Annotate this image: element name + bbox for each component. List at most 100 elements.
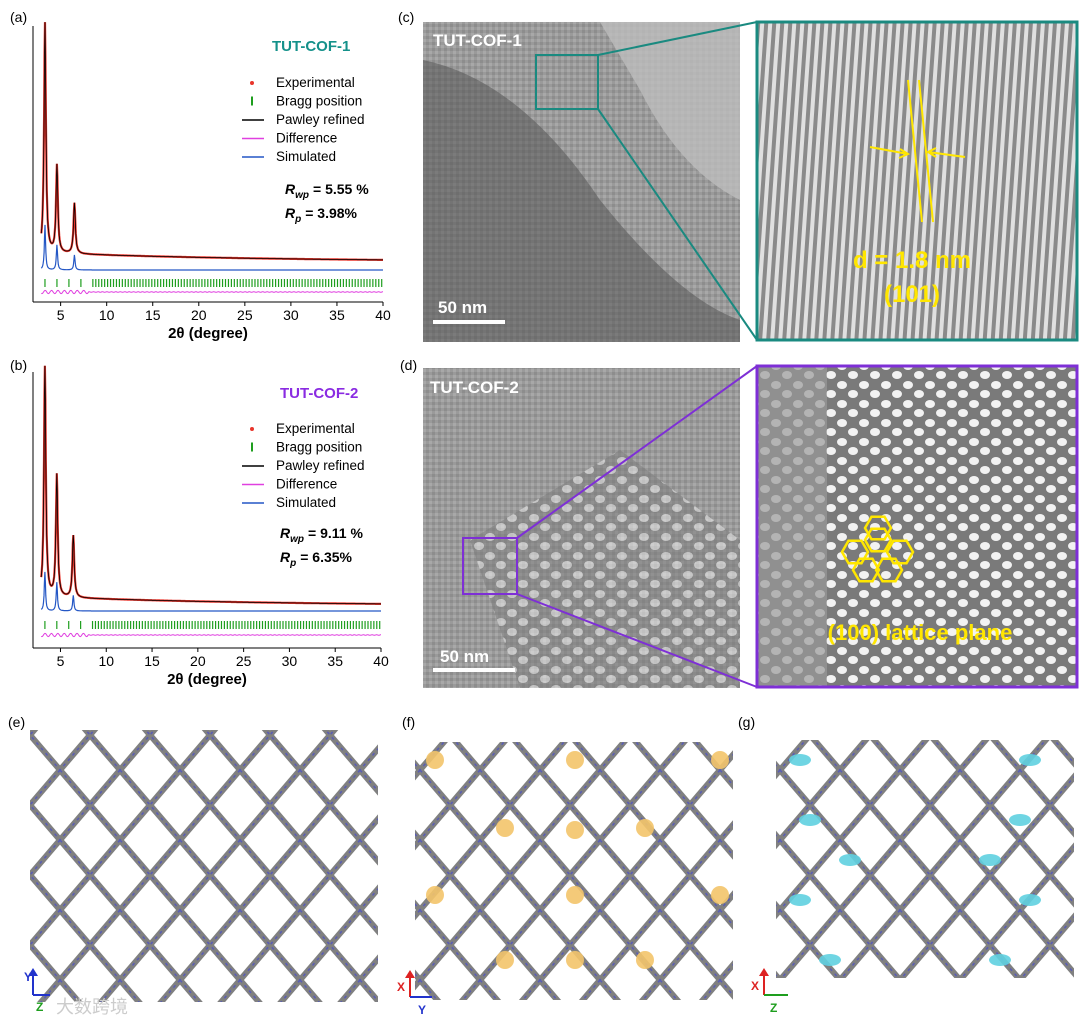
- x-tick-label: 35: [329, 307, 345, 323]
- scale-bar-d: [433, 668, 515, 672]
- x-tick-label: 40: [373, 653, 389, 669]
- svg-text:Y: Y: [24, 970, 32, 984]
- series-difference: [41, 289, 383, 295]
- hexagon-ring: [851, 557, 881, 583]
- axis-triad-e: Y Z: [24, 968, 50, 1014]
- highlight-atom: [799, 814, 821, 826]
- legend-label-difference: Difference: [276, 131, 337, 146]
- plane-label-c: (101): [884, 281, 940, 308]
- axis-triad-f: X Y: [397, 970, 432, 1017]
- panel-label-g: (g): [738, 714, 755, 730]
- highlight-atom: [566, 821, 584, 839]
- x-tick-label: 30: [283, 307, 299, 323]
- x-tick-label: 10: [98, 653, 114, 669]
- x-tick-label: 35: [327, 653, 343, 669]
- svg-text:Rp= 3.98%: Rp = 3.98%: [285, 205, 358, 225]
- highlight-atom: [636, 819, 654, 837]
- highlight-atom: [496, 951, 514, 969]
- highlight-atom: [1019, 894, 1041, 906]
- series-pawley-refined: [40, 365, 381, 605]
- tem-background-c: [600, 22, 740, 200]
- d-spacing-label: d = 1.8 nm: [853, 247, 971, 274]
- svg-text:Rwp= 5.55 %: Rwp = 5.55 %: [285, 181, 369, 201]
- svg-text:Z: Z: [36, 1000, 43, 1014]
- svg-text:Y: Y: [418, 1003, 426, 1017]
- highlight-atom: [789, 754, 811, 766]
- scale-bar-c: [433, 320, 505, 324]
- x-tick-label: 15: [144, 653, 160, 669]
- panel-a: (a) TUT-COF-1 Experimental Bragg position…: [10, 9, 391, 342]
- panel-f: (f) X Y: [397, 714, 733, 1017]
- zoom-line-d2: [516, 593, 758, 688]
- panel-b: (b) TUT-COF-2 Experimental Bragg position…: [10, 357, 389, 688]
- fringe-line-1: [907, 79, 923, 223]
- highlight-atom: [979, 854, 1001, 866]
- highlight-atom: [1019, 754, 1041, 766]
- x-tick-label: 25: [236, 653, 252, 669]
- scale-label-d: 50 nm: [440, 647, 489, 666]
- legend-marker-experimental: [250, 81, 254, 85]
- hexagon-ring: [863, 527, 893, 553]
- x-tick-label: 5: [57, 653, 65, 669]
- svg-text:Z: Z: [770, 1001, 777, 1015]
- sample-title-a: TUT-COF-1: [272, 38, 350, 55]
- legend-b: Experimental Bragg position Pawley refined…: [242, 421, 365, 510]
- x-tick-label: 15: [145, 307, 161, 323]
- x-tick-label: 20: [191, 307, 207, 323]
- panel-c: (c) TUT-COF-1 50 nm d = 1.8 nm (101): [398, 9, 1079, 342]
- x-tick-label: 30: [282, 653, 298, 669]
- legend-label-pawley: Pawley refined: [276, 458, 365, 473]
- panel-label-a: (a): [10, 9, 27, 25]
- svg-text:Rp= 6.35%: Rp = 6.35%: [280, 549, 353, 569]
- rwp-b: Rwp = 9.11 % Rp = 6.35%: [280, 525, 363, 569]
- legend-marker-experimental: [250, 427, 254, 431]
- panel-d: (d) TUT-COF-2 50 nm (100) lattice plane: [400, 357, 1079, 689]
- zoom-line-c1: [597, 21, 758, 56]
- x-axis-title: 2θ (degree): [168, 325, 248, 342]
- zoom-line-d1: [516, 365, 758, 539]
- x-axis-title: 2θ (degree): [167, 671, 247, 688]
- highlight-atom: [426, 886, 444, 904]
- highlight-atom: [426, 751, 444, 769]
- rwp-a: Rwp = 5.55 % Rp = 3.98%: [285, 181, 369, 225]
- atom-highlights-g: [789, 754, 1041, 966]
- fringe-line-2: [918, 79, 934, 223]
- xrd-chart-a: 5 10 15 20 25 30 35 40 2θ (degree): [32, 22, 391, 342]
- axis-triad-g: X Z: [751, 968, 788, 1015]
- hexagon-ring: [840, 539, 870, 565]
- legend-label-simulated: Simulated: [276, 149, 336, 164]
- zoom-box-c: [535, 54, 599, 110]
- hexagon-ring: [885, 539, 915, 565]
- x-tick-label: 40: [375, 307, 391, 323]
- structure-model-g: [776, 740, 1074, 978]
- arrow-left-icon: [869, 146, 911, 159]
- highlight-atom: [711, 751, 729, 769]
- highlight-atom: [839, 854, 861, 866]
- amorphous-edge-d: [757, 366, 827, 687]
- zoom-line-c2: [597, 108, 758, 341]
- tem-particle-c: [423, 60, 740, 342]
- legend-label-pawley: Pawley refined: [276, 112, 365, 127]
- hexagon-ring: [874, 557, 904, 583]
- highlight-atom: [636, 951, 654, 969]
- highlight-atom: [819, 954, 841, 966]
- legend-label-bragg: Bragg position: [276, 440, 362, 455]
- atom-highlights-f: [426, 751, 729, 969]
- highlight-atom: [566, 951, 584, 969]
- sample-label-d: TUT-COF-2: [430, 378, 519, 397]
- panel-label-c: (c): [398, 9, 414, 25]
- plane-label-d: (100) lattice plane: [828, 620, 1013, 645]
- highlight-atom: [496, 819, 514, 837]
- x-tick-label: 25: [237, 307, 253, 323]
- zoom-box-d: [462, 537, 518, 595]
- highlight-atom: [1009, 814, 1031, 826]
- highlight-atom: [566, 886, 584, 904]
- panel-e: (e) Y Z 大数跨境: [8, 714, 378, 1017]
- legend-label-experimental: Experimental: [276, 75, 355, 90]
- arrow-right-icon: [925, 147, 966, 158]
- svg-text:Rwp= 9.11 %: Rwp = 9.11 %: [280, 525, 363, 545]
- zoom-frame-d: [755, 364, 1079, 689]
- legend-label-bragg: Bragg position: [276, 94, 362, 109]
- highlight-atom: [566, 751, 584, 769]
- tem-particle-d: [470, 450, 740, 688]
